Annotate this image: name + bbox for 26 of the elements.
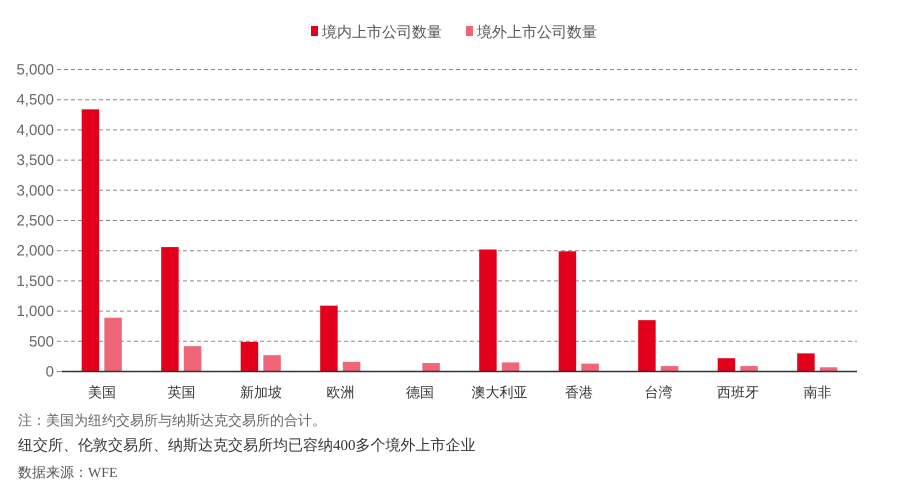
- y-tick-label: 5,000: [16, 62, 54, 78]
- text: 纽交所、伦敦交易所、纳斯达克交易所均已容纳400多个境外上市企业: [18, 437, 476, 454]
- y-tick-label: 1,500: [16, 272, 54, 290]
- x-tick-label: 台湾: [644, 384, 672, 400]
- y-tick-label: 3,000: [16, 182, 54, 200]
- y-tick-label: 3,500: [16, 152, 54, 170]
- y-tick-label: 2,000: [16, 242, 54, 260]
- x-tick-label: 欧洲: [326, 384, 354, 400]
- source-note: 数据来源：WFE: [18, 465, 118, 481]
- x-tick-label: 德国: [406, 384, 434, 400]
- x-tick-label: 南非: [803, 384, 832, 400]
- x-tick-label: 美国: [88, 384, 116, 400]
- x-tick-label: 英国: [167, 384, 196, 400]
- y-tick-label: 1,000: [16, 303, 54, 320]
- y-tick-label: 500: [28, 333, 54, 350]
- x-tick-label: 澳大利亚: [471, 384, 528, 400]
- y-tick-label: 0: [46, 364, 54, 380]
- x-tick-label: 西班牙: [716, 384, 759, 400]
- x-tick-label: 新加坡: [240, 384, 282, 400]
- legend-label: 境外上市公司数量: [476, 24, 597, 41]
- y-tick-label: 4,000: [16, 122, 54, 139]
- x-tick-label: 香港: [564, 384, 593, 400]
- text: 注：美国为纽约交易所与纳斯达克交易所的合计。: [18, 413, 326, 429]
- legend-label: 境内上市公司数量: [321, 24, 442, 41]
- y-tick-label: 4,500: [16, 92, 54, 109]
- y-tick-label: 2,500: [16, 212, 54, 230]
